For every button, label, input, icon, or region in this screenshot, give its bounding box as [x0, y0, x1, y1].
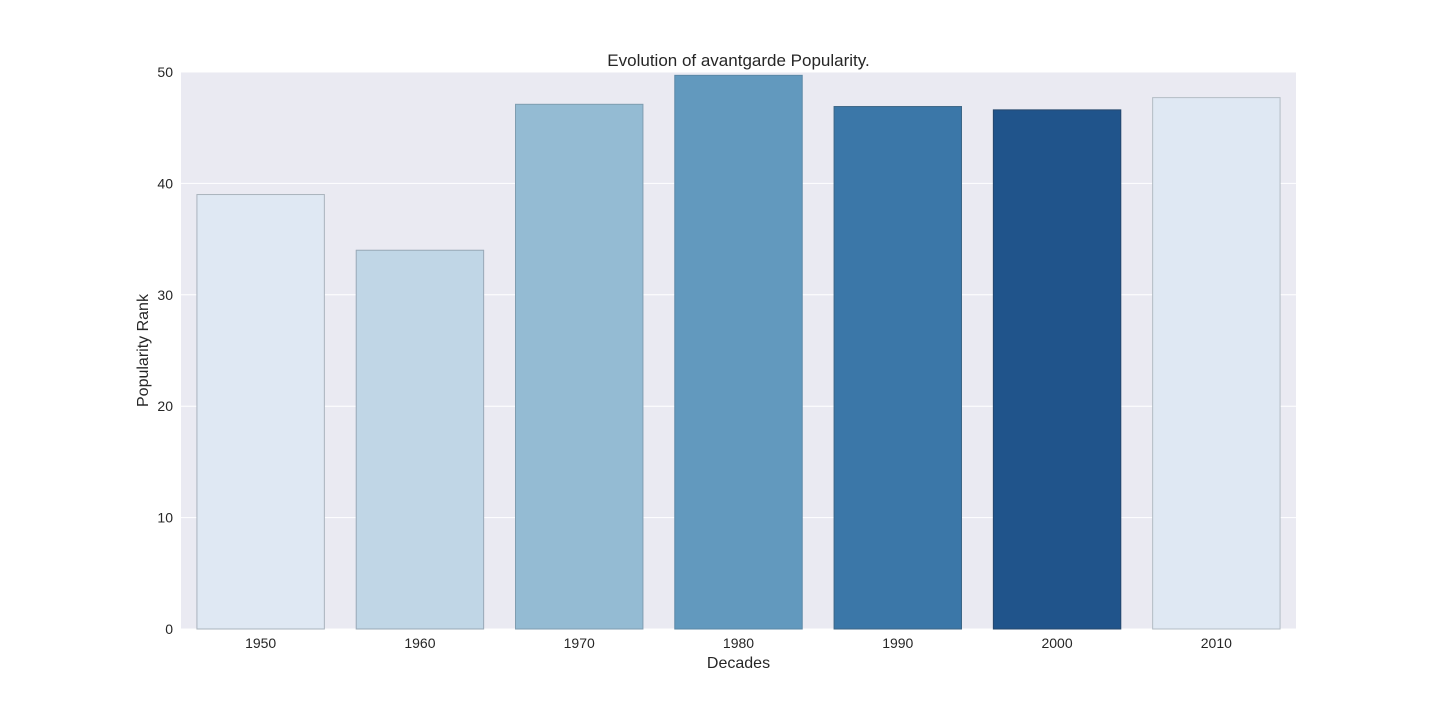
x-tick-label: 1960	[404, 635, 435, 651]
x-tick-label: 2010	[1201, 635, 1232, 651]
bar-1960	[355, 249, 485, 630]
y-tick-label: 40	[157, 175, 173, 191]
x-tick-label: 1950	[245, 635, 276, 651]
bar-1970	[515, 103, 644, 630]
x-tick-label: 2000	[1041, 635, 1072, 651]
y-tick-label: 30	[157, 287, 173, 303]
x-axis-title: Decades	[707, 655, 770, 672]
y-tick-labels: 0 10 20 30 40 50	[157, 64, 173, 637]
y-tick-label: 50	[157, 64, 173, 80]
chart-title: Evolution of avantgarde Popularity.	[607, 51, 869, 70]
x-tick-labels: 1950 1960 1970 1980 1990 2000 2010	[245, 635, 1232, 651]
x-tick-label: 1990	[882, 635, 913, 651]
x-tick-label: 1980	[723, 635, 754, 651]
bar-1950	[196, 194, 325, 630]
y-tick-label: 0	[165, 621, 173, 637]
y-axis-title: Popularity Rank	[135, 293, 152, 407]
y-tick-label: 20	[157, 398, 173, 414]
y-tick-label: 10	[157, 510, 173, 526]
bar-1990	[833, 106, 962, 630]
bar-1980	[674, 74, 803, 630]
bar-2000	[992, 109, 1122, 630]
bar-2010	[1152, 97, 1281, 630]
bars	[196, 74, 1281, 630]
x-tick-label: 1970	[564, 635, 595, 651]
